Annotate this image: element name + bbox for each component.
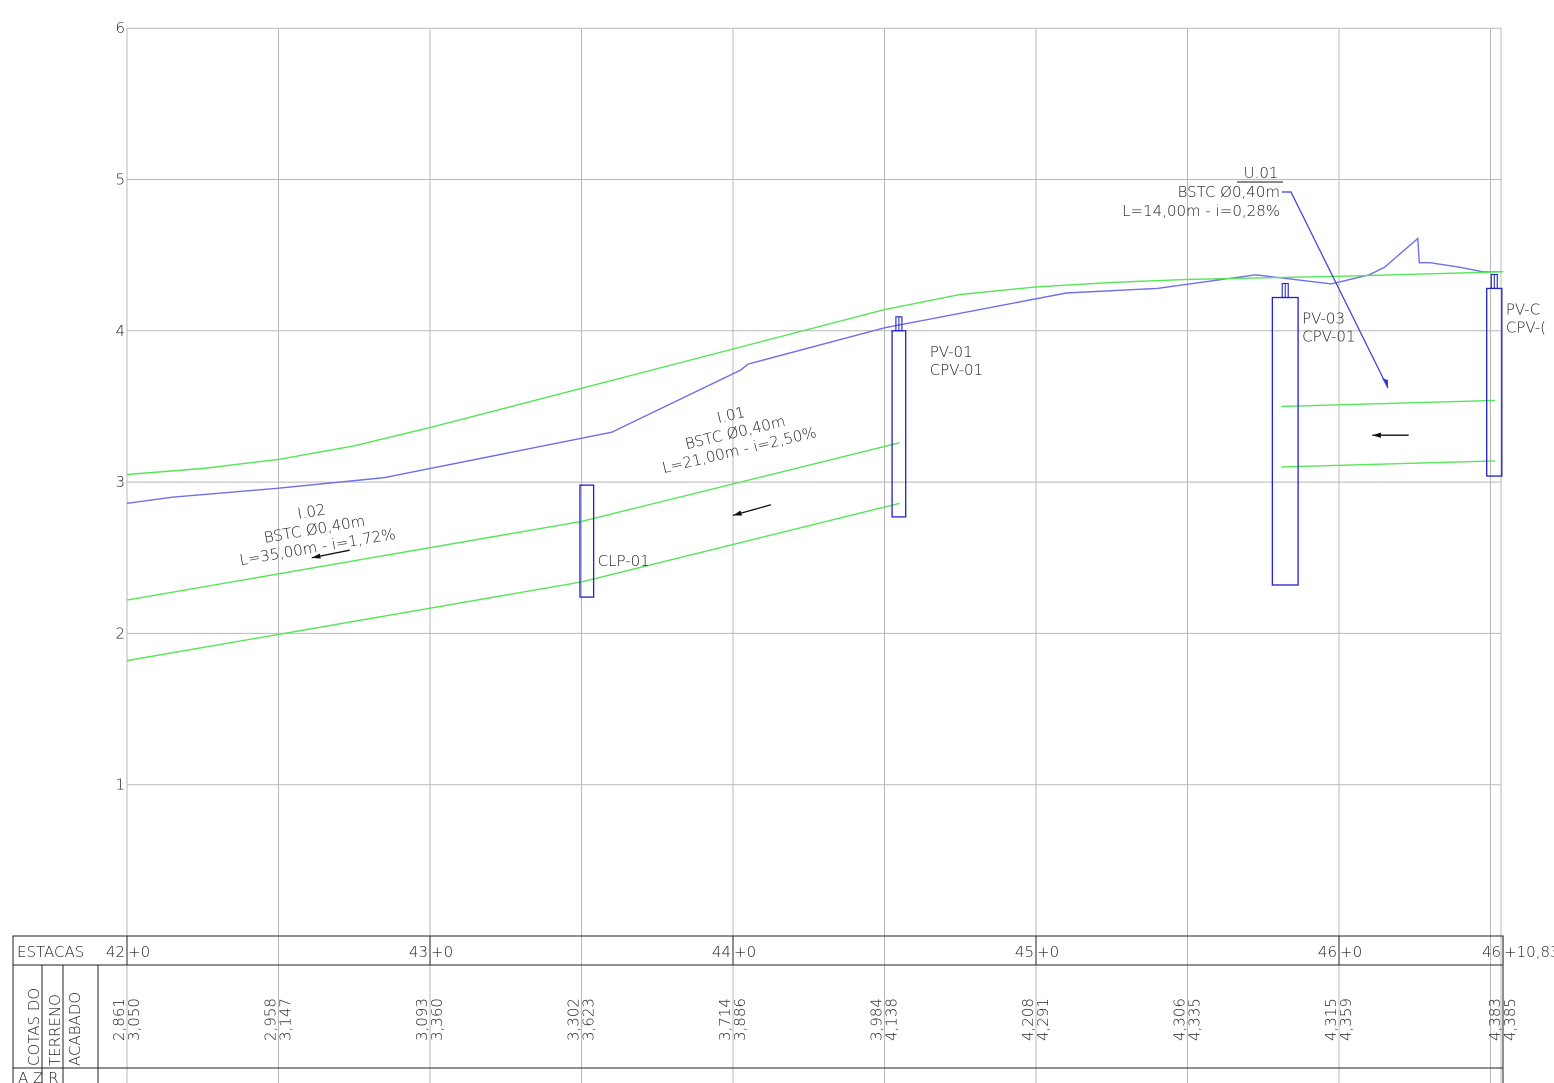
structure-label: CLP-01 [598, 552, 650, 570]
station-label-major: 46 [1318, 943, 1337, 961]
structure-box [1271, 296, 1299, 586]
flow-arrow-head [1372, 432, 1381, 438]
ground-elevation-value: 3,093 [413, 998, 431, 1041]
ground-elevation-value: 3,714 [716, 998, 734, 1041]
finished-elevation-value: 4,138 [883, 998, 901, 1041]
pipe-line [1281, 399, 1496, 408]
station-label-minor: +0 [431, 943, 453, 961]
profile-table: ESTACAS COTAS DO TERRENO ACABADO A Z R 4… [12, 935, 1554, 1083]
ground-elevation-value: 2,861 [110, 998, 128, 1041]
finished-elevation-value: 4,291 [1034, 998, 1052, 1041]
station-label-minor: +0 [128, 943, 150, 961]
elevation-axis: 1 2 3 4 5 6 [115, 19, 125, 794]
profile-series-line [126, 271, 1504, 476]
station-label-major: 45 [1015, 943, 1034, 961]
y-tick-label: 5 [115, 171, 125, 189]
leader-line [1282, 191, 1389, 389]
station-label-minor: +10,83 [1504, 943, 1554, 961]
table-frame [12, 935, 1504, 1083]
y-tick-label: 2 [115, 624, 125, 642]
structure-box [891, 330, 907, 518]
flow-arrow-head [311, 553, 321, 559]
station-label-major: 46 [1482, 943, 1501, 961]
stations-header: ESTACAS [17, 943, 84, 961]
station-label-major: 42 [106, 943, 125, 961]
finished-elevation-value: 3,360 [428, 998, 446, 1041]
leader-arrow-head [1382, 378, 1388, 389]
ground-elevation-value: 4,315 [1322, 998, 1340, 1041]
pipe-line [1281, 460, 1496, 468]
finished-elevation-value: 3,623 [580, 998, 598, 1041]
y-tick-label: 3 [115, 473, 125, 491]
pipe-line [126, 520, 582, 601]
station-label-minor: +0 [1037, 943, 1059, 961]
finished-elevation-value: 3,886 [731, 998, 749, 1041]
table-row-title-partial: A Z R [18, 1069, 59, 1083]
profile-series-line [126, 237, 1504, 504]
station-label-major: 44 [712, 943, 731, 961]
pipe-name: U.01 [1244, 164, 1279, 182]
y-tick-label: 1 [115, 776, 125, 794]
ground-elevation-value: 3,302 [565, 998, 583, 1041]
station-label-major: 43 [409, 943, 428, 961]
table-row-title: COTAS DO [25, 988, 43, 1066]
pipe-name: I.02 [296, 500, 327, 523]
station-label-minor: +0 [734, 943, 756, 961]
ground-elevation-value: 4,208 [1019, 998, 1037, 1041]
structure-label: CPV-01 [930, 361, 983, 379]
pipe-spec: BSTC Ø0,40m [1178, 183, 1280, 201]
table-row-title: ACABADO [66, 992, 84, 1066]
structure-label: PV-03 [1302, 310, 1345, 328]
y-tick-label: 6 [115, 19, 125, 37]
flow-arrow-head [733, 510, 742, 516]
profile-grid [126, 27, 1502, 1083]
structure-label: CPV-01 [1302, 328, 1355, 346]
finished-elevation-value: 4,359 [1337, 998, 1355, 1041]
ground-elevation-value: 4,306 [1171, 998, 1189, 1041]
structure-label: CPV-( [1506, 318, 1546, 336]
finished-elevation-value: 3,050 [125, 998, 143, 1041]
pipe-line [126, 581, 582, 662]
profile-lines [126, 237, 1504, 504]
pipe-line [581, 502, 900, 583]
y-tick-label: 4 [115, 322, 125, 340]
finished-elevation-value: 3,147 [277, 998, 295, 1041]
finished-elevation-value: 4,335 [1186, 998, 1204, 1041]
structure-box [579, 484, 595, 598]
ground-elevation-value: 2,958 [262, 998, 280, 1041]
structure-label: PV-C [1506, 300, 1540, 318]
structure-box [1486, 287, 1503, 477]
ground-elevation-value: 4,383 [1486, 998, 1504, 1041]
ground-elevation-value: 3,984 [868, 998, 886, 1041]
finished-elevation-value: 4,385 [1501, 998, 1519, 1041]
station-label-minor: +0 [1340, 943, 1362, 961]
pipe-line [581, 442, 900, 523]
table-row-title: TERRENO [46, 994, 64, 1066]
pipe-length-slope: L=14,00m - i=0,28% [1122, 202, 1280, 220]
structure-label: PV-01 [930, 343, 973, 361]
